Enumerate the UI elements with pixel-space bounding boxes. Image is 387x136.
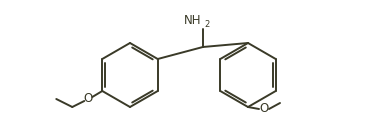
Text: NH: NH: [184, 14, 202, 27]
Text: O: O: [259, 103, 269, 115]
Text: O: O: [84, 92, 93, 106]
Text: 2: 2: [205, 20, 210, 29]
